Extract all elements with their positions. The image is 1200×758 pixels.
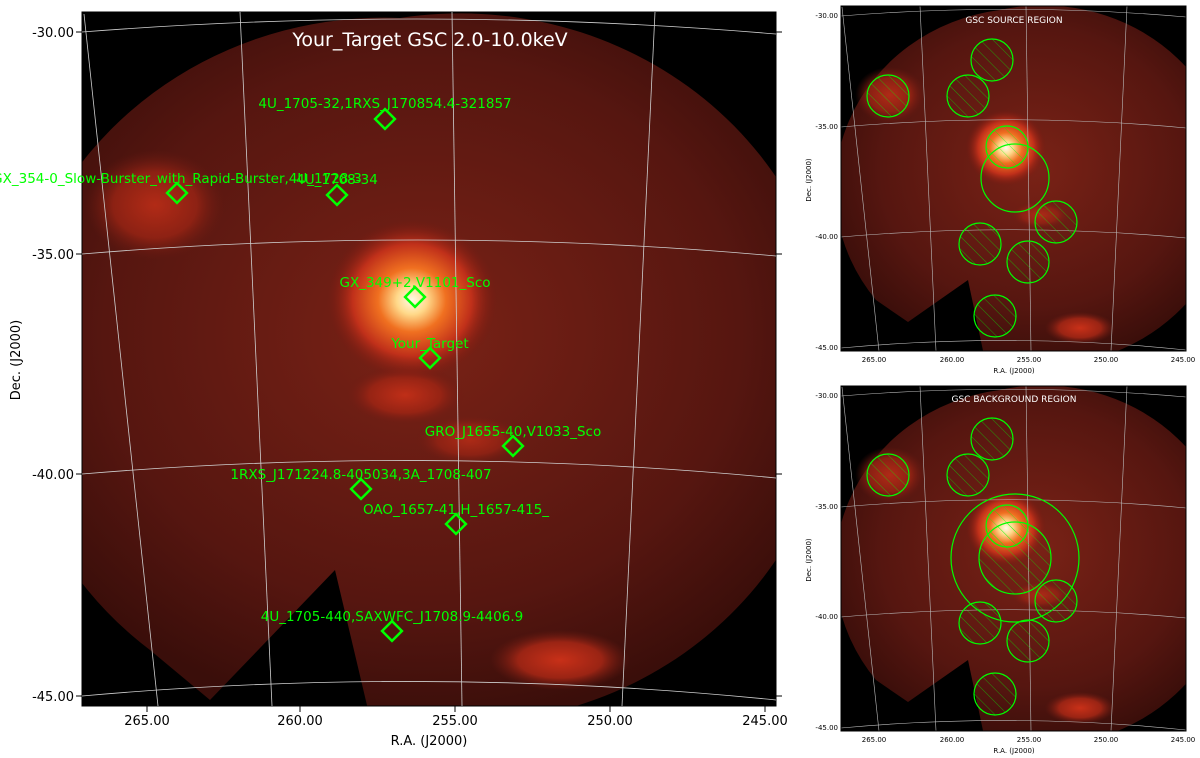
source-label: 4U_1705-440,SAXWFC_J1708.9-4406.9	[261, 609, 523, 625]
background-region-map: GSC BACKGROUND REGION 265.00 260.00 255.…	[805, 385, 1196, 755]
excluded-source-region[interactable]	[973, 672, 1017, 716]
excluded-source-region[interactable]	[1006, 619, 1050, 663]
source-marker[interactable]	[325, 183, 349, 207]
y-axis-label: Dec. (J2000)	[805, 538, 813, 582]
source-marker[interactable]	[373, 107, 397, 131]
source-labels: 4U_1705-32,1RXS_J170854.4-321857 GX_354-…	[0, 96, 601, 625]
x-tick-label: 245.00	[1171, 356, 1196, 364]
x-tick-label: 255.00	[1017, 356, 1042, 364]
x-tick-label: 250.00	[587, 714, 633, 729]
excluded-source-region[interactable]	[1034, 579, 1078, 623]
axis-ticks	[76, 31, 782, 712]
y-tick-label: -40.00	[32, 468, 74, 483]
main-sky-map: Your_Target GSC 2.0-10.0keV 265.00 260.0…	[0, 11, 788, 749]
y-tick-labels: -30.00 -35.00 -40.00 -45.00	[32, 26, 74, 705]
source-label: 4U_1708-34	[296, 172, 378, 188]
x-tick-label: 250.00	[1094, 736, 1119, 744]
source-markers	[165, 107, 525, 643]
source-label: GRO_J1655-40,V1033_Sco	[425, 424, 602, 440]
y-tick-label: -40.00	[815, 613, 838, 621]
xray-emission	[82, 13, 776, 706]
source-label: 1RXS_J171224.8-405034,3A_1708-407	[230, 467, 491, 483]
y-tick-label: -35.00	[32, 248, 74, 263]
x-axis-label: R.A. (J2000)	[993, 747, 1035, 755]
source-label: OAO_1657-41,H_1657-415_	[363, 502, 549, 518]
extraction-regions	[866, 38, 1078, 338]
excluded-source-region[interactable]	[1006, 240, 1050, 284]
y-tick-label: -45.00	[815, 724, 838, 732]
coordinate-grid	[82, 12, 776, 706]
source-label: GX_349+2,V1101_Sco	[339, 275, 490, 291]
excluded-source-region[interactable]	[958, 601, 1002, 645]
x-tick-label: 245.00	[742, 714, 788, 729]
source-marker[interactable]	[444, 512, 468, 536]
x-tick-label: 260.00	[940, 356, 965, 364]
source-marker[interactable]	[418, 346, 442, 370]
source-marker[interactable]	[501, 434, 525, 458]
y-tick-label: -35.00	[815, 123, 838, 131]
excluded-source-region[interactable]	[1034, 200, 1078, 244]
y-tick-label: -45.00	[32, 690, 74, 705]
x-tick-label: 260.00	[277, 714, 323, 729]
source-region-map: GSC SOURCE REGION 265.00 260.00 255.00 2…	[805, 5, 1196, 375]
excluded-source-region[interactable]	[958, 222, 1002, 266]
y-tick-label: -30.00	[32, 26, 74, 41]
x-axis-label: R.A. (J2000)	[391, 734, 468, 749]
y-tick-label: -35.00	[815, 503, 838, 511]
y-axis-label: Dec. (J2000)	[9, 320, 24, 400]
x-tick-label: 265.00	[862, 356, 887, 364]
x-tick-labels: 265.00 260.00 255.00 250.00 245.00	[124, 714, 788, 729]
excluded-source-region[interactable]	[866, 453, 910, 497]
y-tick-labels: -30.00 -35.00 -40.00 -45.00	[815, 392, 838, 732]
y-tick-label: -30.00	[815, 12, 838, 20]
x-tick-label: 245.00	[1171, 736, 1196, 744]
excluded-source-region[interactable]	[973, 294, 1017, 338]
source-label: 4U_1705-32,1RXS_J170854.4-321857	[258, 96, 511, 112]
excluded-source-region[interactable]	[985, 504, 1029, 548]
x-tick-labels: 265.00 260.00 255.00 250.00 245.00	[862, 736, 1196, 744]
excluded-source-region[interactable]	[866, 74, 910, 118]
background-annulus-outer[interactable]	[950, 493, 1080, 623]
excluded-source-region[interactable]	[970, 38, 1014, 82]
x-tick-label: 255.00	[1017, 736, 1042, 744]
x-tick-label: 265.00	[862, 736, 887, 744]
coordinate-grid	[841, 386, 1186, 731]
y-tick-label: -40.00	[815, 233, 838, 241]
y-tick-label: -45.00	[815, 344, 838, 352]
excluded-source-region[interactable]	[985, 125, 1029, 169]
source-marker[interactable]	[165, 181, 189, 205]
panel-title: GSC BACKGROUND REGION	[952, 395, 1077, 405]
image-frame	[81, 11, 777, 707]
source-label: GX_354-0_Slow-Burster_with_Rapid-Burster…	[0, 171, 362, 187]
x-tick-label: 265.00	[124, 714, 170, 729]
y-tick-label: -30.00	[815, 392, 838, 400]
panel-title: GSC SOURCE REGION	[965, 16, 1062, 26]
x-axis-label: R.A. (J2000)	[993, 367, 1035, 375]
source-marker[interactable]	[349, 477, 373, 501]
source-label: Your_Target	[390, 336, 468, 352]
x-tick-labels: 265.00 260.00 255.00 250.00 245.00	[862, 356, 1196, 364]
coordinate-grid	[841, 6, 1186, 351]
excluded-source-region[interactable]	[946, 74, 990, 118]
source-marker[interactable]	[380, 619, 404, 643]
x-tick-label: 250.00	[1094, 356, 1119, 364]
y-tick-labels: -30.00 -35.00 -40.00 -45.00	[815, 12, 838, 352]
source-extraction-circle[interactable]	[980, 143, 1050, 213]
plot-title: Your_Target GSC 2.0-10.0keV	[291, 29, 567, 51]
excluded-source-region[interactable]	[946, 453, 990, 497]
excluded-source-region[interactable]	[970, 417, 1014, 461]
y-axis-label: Dec. (J2000)	[805, 158, 813, 202]
x-tick-label: 255.00	[432, 714, 478, 729]
source-marker[interactable]	[403, 285, 427, 309]
x-tick-label: 260.00	[940, 736, 965, 744]
extraction-regions	[866, 417, 1080, 716]
